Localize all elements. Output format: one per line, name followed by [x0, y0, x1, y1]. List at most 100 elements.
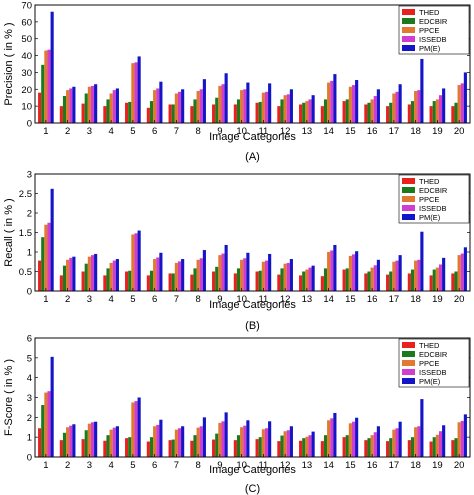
bar — [395, 91, 399, 123]
bar — [286, 262, 290, 291]
x-tick-label: 11 — [258, 460, 268, 471]
bar — [199, 426, 203, 457]
bar — [196, 427, 200, 457]
bar — [233, 273, 237, 291]
bar — [246, 252, 250, 291]
bar — [438, 95, 443, 123]
plot-frame — [34, 337, 471, 458]
x-axis-label: Image Categories — [209, 299, 296, 311]
bar — [149, 270, 154, 291]
x-tick-label: 12 — [280, 460, 291, 471]
x-tick-label: 20 — [454, 294, 465, 305]
x-tick-label: 7 — [174, 460, 179, 471]
x-tick-label: 13 — [302, 126, 313, 137]
bar — [84, 430, 88, 457]
legend-swatch — [402, 351, 415, 357]
x-tick-label: 18 — [410, 460, 421, 471]
bar — [81, 271, 85, 291]
bar — [38, 428, 42, 457]
bar — [345, 435, 349, 457]
bar — [410, 437, 415, 457]
x-tick-label: 10 — [236, 126, 247, 137]
x-tick-label: 11 — [258, 294, 268, 305]
bar — [94, 84, 98, 123]
bar — [199, 258, 203, 291]
bar — [69, 88, 73, 123]
bar — [243, 89, 247, 123]
legend-label: EDCBIR — [419, 186, 448, 195]
bar — [320, 276, 324, 291]
bar — [451, 106, 455, 123]
bar — [364, 273, 368, 291]
legend-swatch — [402, 36, 415, 42]
bar — [373, 432, 377, 457]
x-tick-label: 12 — [280, 126, 291, 137]
bar — [351, 421, 356, 457]
y-tick-label: 1 — [27, 248, 32, 259]
bar — [153, 90, 157, 123]
x-tick-label: 19 — [432, 126, 443, 137]
x-tick-label: 6 — [152, 294, 157, 305]
bar — [174, 429, 178, 457]
bar — [190, 106, 194, 123]
bar — [311, 431, 315, 457]
x-tick-label: 6 — [152, 460, 157, 471]
y-axis-label: Recall ( in % ) — [3, 198, 15, 266]
bar — [112, 260, 116, 291]
x-tick-label: 16 — [367, 126, 378, 137]
bar — [333, 74, 337, 123]
legend-label: ISSEDB — [419, 368, 447, 377]
bar — [215, 433, 219, 457]
y-tick-label: 0 — [27, 119, 32, 130]
legend-label: ISSEDB — [419, 204, 447, 213]
bar — [392, 261, 396, 291]
bar — [373, 96, 377, 123]
bar — [199, 89, 203, 123]
y-tick-label: 1.5 — [19, 228, 32, 239]
bar — [149, 101, 154, 123]
bar — [215, 97, 219, 123]
y-tick-label: 2 — [27, 209, 32, 220]
bar — [236, 435, 241, 457]
bar — [451, 273, 455, 291]
bar — [196, 259, 200, 291]
bar — [435, 434, 439, 457]
bar — [128, 101, 132, 123]
x-tick-label: 17 — [389, 294, 400, 305]
bar — [308, 435, 312, 457]
bar — [407, 273, 411, 291]
y-tick-label: 6 — [27, 334, 32, 345]
bar — [156, 424, 160, 457]
y-tick-label: 20 — [21, 85, 32, 96]
bar — [432, 437, 436, 457]
bar — [355, 80, 359, 123]
y-tick-label: 0 — [27, 287, 32, 298]
bar — [327, 252, 331, 291]
x-tick-label: 1 — [43, 294, 48, 305]
y-tick-label: 70 — [21, 1, 32, 12]
x-tick-label: 16 — [367, 460, 378, 471]
bar — [103, 440, 107, 457]
bar — [137, 56, 141, 123]
bar — [81, 103, 85, 123]
x-tick-label: 7 — [174, 126, 179, 137]
x-tick-label: 6 — [152, 126, 157, 137]
y-tick-label: 3 — [27, 393, 32, 404]
y-tick-label: 0.5 — [19, 267, 32, 278]
bar — [87, 86, 91, 123]
panel-label: (B) — [245, 320, 260, 332]
x-tick-label: 9 — [217, 294, 222, 305]
bar — [125, 438, 129, 457]
bar — [333, 244, 337, 291]
y-tick-label: 1 — [27, 433, 32, 444]
bar — [131, 402, 135, 457]
bar — [348, 86, 352, 123]
bar — [72, 86, 76, 123]
legend-label: PM(E) — [419, 213, 441, 222]
bar — [159, 81, 163, 123]
x-tick-label: 20 — [454, 126, 465, 137]
bar — [386, 274, 390, 291]
x-tick-label: 8 — [195, 460, 200, 471]
bar — [261, 429, 265, 457]
